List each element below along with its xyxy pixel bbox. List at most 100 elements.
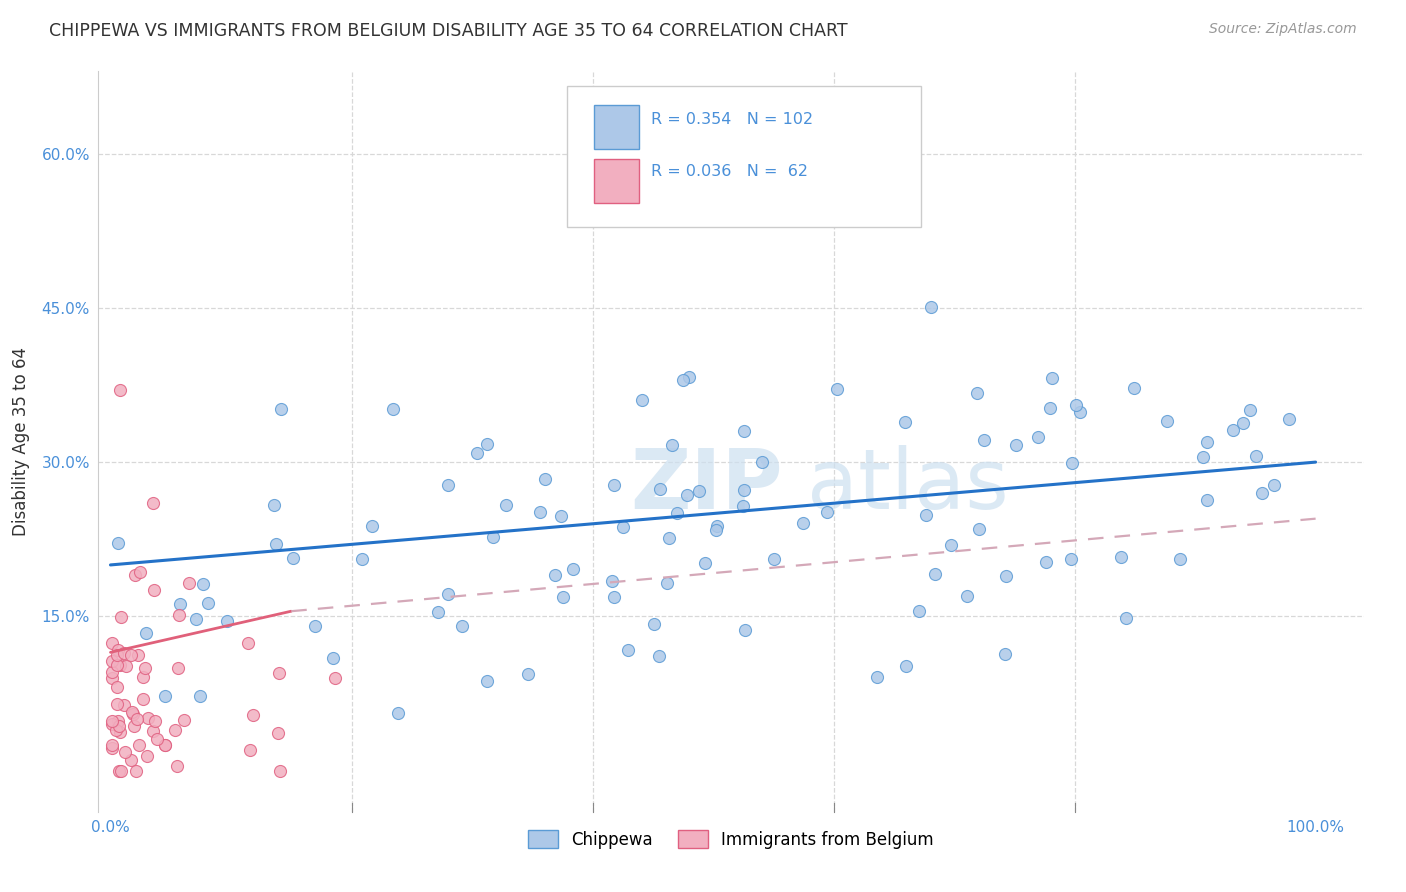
Point: [733, 483, 755, 497]
Point: [1232, 416, 1254, 430]
Y-axis label: Disability Age 35 to 64: Disability Age 35 to 64: [13, 347, 31, 536]
Point: [108, 719, 131, 733]
Point: [706, 519, 728, 533]
Point: [1170, 551, 1192, 566]
Point: [1192, 450, 1215, 464]
Point: [127, 648, 149, 663]
Point: [603, 478, 626, 492]
Point: [825, 382, 848, 396]
Point: [107, 642, 129, 657]
Point: [120, 753, 142, 767]
Point: [136, 711, 159, 725]
Point: [112, 646, 135, 660]
Point: [631, 393, 654, 408]
Point: [763, 551, 786, 566]
Point: [1060, 552, 1083, 566]
Point: [1109, 549, 1132, 564]
Point: [1069, 405, 1091, 419]
Point: [114, 745, 136, 759]
Point: [495, 499, 517, 513]
Point: [115, 659, 138, 673]
Text: atlas: atlas: [807, 445, 1008, 526]
Point: [647, 648, 669, 663]
Point: [135, 625, 157, 640]
Point: [973, 433, 995, 447]
Point: [994, 647, 1017, 661]
Point: [1026, 430, 1049, 444]
Point: [124, 568, 146, 582]
Point: [101, 741, 124, 756]
Point: [1039, 401, 1062, 416]
Point: [217, 614, 239, 628]
Text: ZIP: ZIP: [630, 445, 782, 526]
Point: [108, 658, 131, 673]
Point: [600, 574, 623, 588]
Point: [920, 301, 942, 315]
Point: [381, 402, 404, 417]
Point: [281, 551, 304, 566]
Point: [108, 383, 131, 397]
Point: [941, 539, 963, 553]
Point: [145, 714, 167, 729]
Point: [866, 670, 889, 684]
Point: [110, 609, 132, 624]
Point: [197, 596, 219, 610]
Text: R = 0.036   N =  62: R = 0.036 N = 62: [651, 164, 808, 179]
Point: [482, 530, 505, 544]
Point: [544, 568, 567, 582]
Point: [1197, 435, 1219, 450]
Point: [134, 661, 156, 675]
Point: [517, 666, 540, 681]
Point: [177, 575, 200, 590]
Point: [146, 731, 169, 746]
Point: [125, 764, 148, 778]
FancyBboxPatch shape: [567, 87, 921, 227]
Point: [1066, 398, 1088, 412]
Point: [323, 672, 346, 686]
FancyBboxPatch shape: [595, 159, 638, 203]
Point: [121, 705, 143, 719]
Point: [264, 537, 287, 551]
Point: [129, 566, 152, 580]
Point: [1244, 449, 1267, 463]
Point: [191, 577, 214, 591]
Point: [184, 612, 207, 626]
Point: [658, 531, 681, 545]
Point: [121, 706, 143, 721]
Point: [108, 764, 131, 778]
Point: [100, 665, 122, 680]
Point: [475, 437, 498, 451]
Point: [361, 519, 384, 533]
Point: [1035, 555, 1057, 569]
Point: [105, 697, 128, 711]
Point: [907, 604, 929, 618]
Point: [352, 552, 374, 566]
Point: [643, 617, 665, 632]
Point: [101, 717, 124, 731]
Point: [894, 415, 917, 429]
Point: [270, 401, 292, 416]
Point: [122, 719, 145, 733]
Point: [427, 605, 450, 619]
Point: [166, 759, 188, 773]
Point: [1005, 438, 1028, 452]
Point: [188, 690, 211, 704]
Point: [924, 566, 946, 581]
Point: [1195, 492, 1218, 507]
Point: [143, 583, 166, 598]
Point: [1122, 381, 1144, 395]
Point: [110, 764, 132, 778]
Point: [451, 619, 474, 633]
Text: Source: ZipAtlas.com: Source: ZipAtlas.com: [1209, 22, 1357, 37]
Point: [1156, 414, 1178, 428]
Point: [1222, 423, 1244, 437]
Point: [101, 714, 124, 729]
Point: [153, 738, 176, 752]
Point: [142, 496, 165, 510]
Point: [666, 506, 689, 520]
Point: [128, 738, 150, 752]
Point: [914, 508, 936, 522]
Point: [100, 671, 122, 685]
Point: [612, 520, 634, 534]
Point: [108, 724, 131, 739]
